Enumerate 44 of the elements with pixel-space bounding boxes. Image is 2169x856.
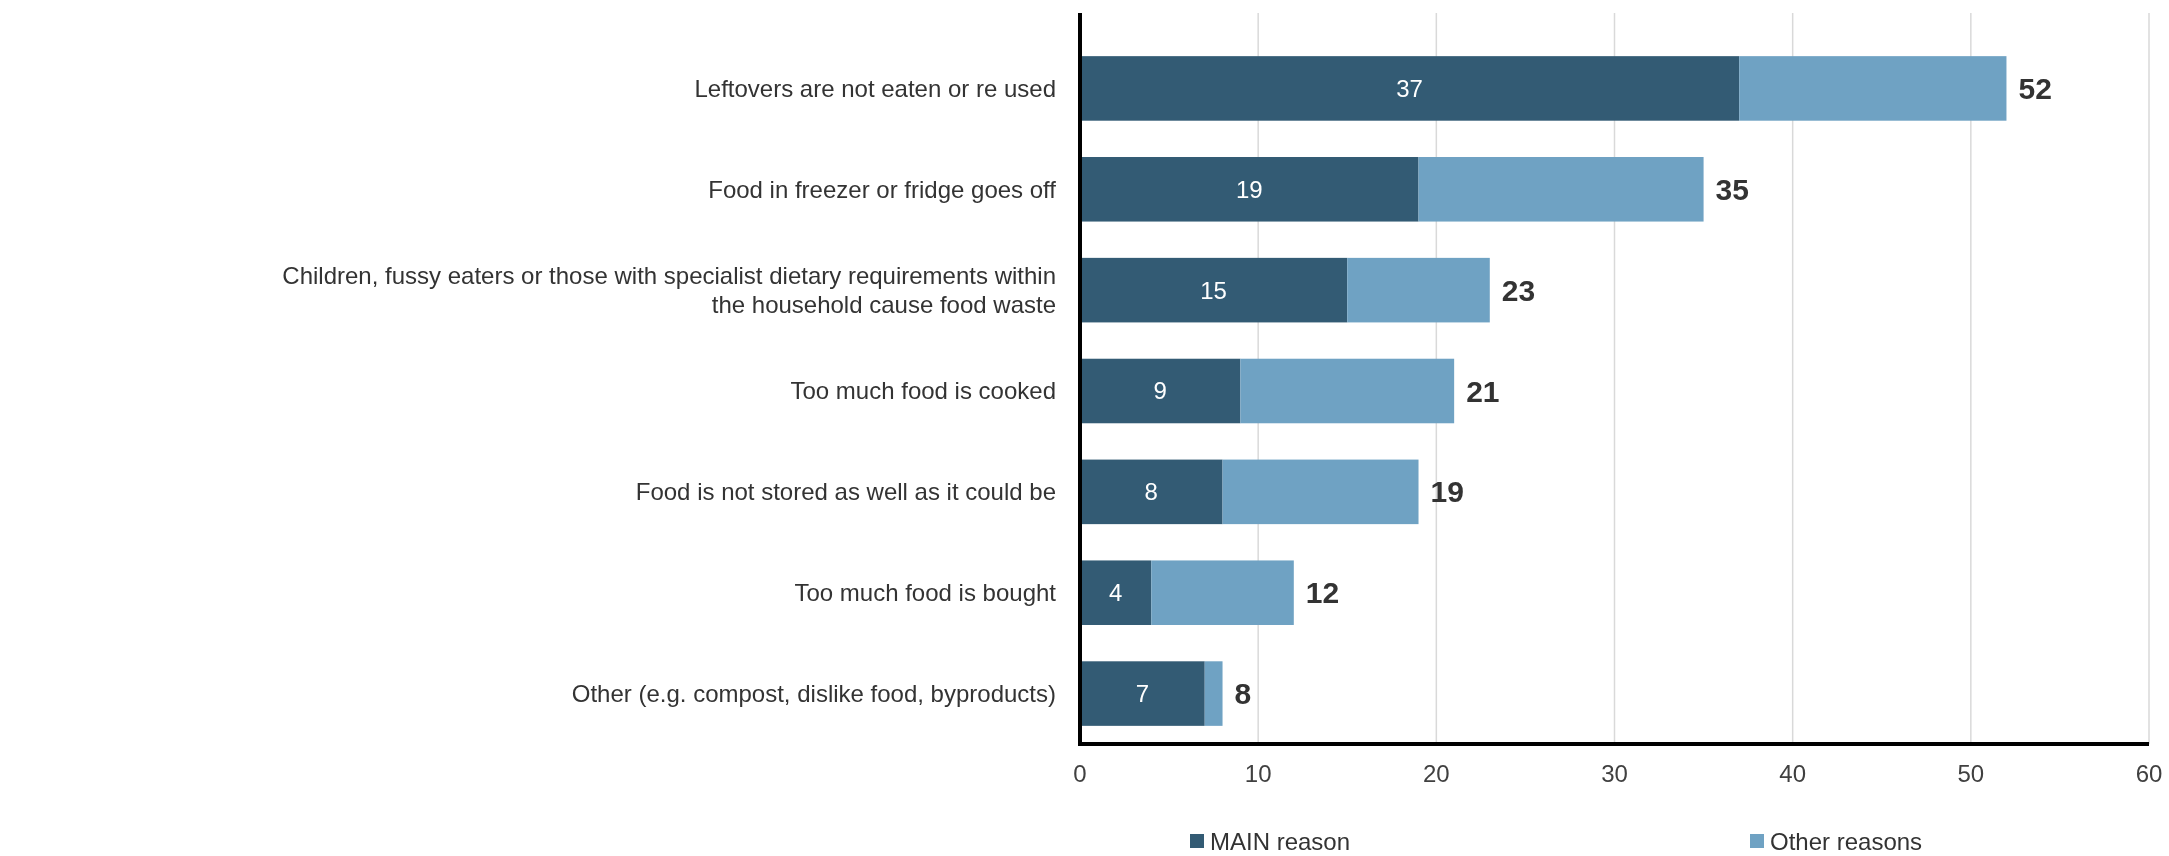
y-tick-label: Children, fussy eaters or those with specialist dietary requirements within the household cause food waste <box>282 262 1056 318</box>
legend-label: Other reasons <box>1770 828 1923 856</box>
x-tick-label: 20 <box>1422 760 1450 787</box>
total-label: 19 <box>1430 475 1464 509</box>
x-tick-label: 30 <box>1601 760 1628 787</box>
data-label: 37 <box>1396 74 1423 102</box>
total-label: 21 <box>1466 374 1500 408</box>
data-label: 7 <box>1135 679 1150 707</box>
data-label: 19 <box>1235 175 1263 203</box>
data-label: 4 <box>1108 579 1123 607</box>
y-tick-label: Too much food is cooked <box>790 377 1056 405</box>
bar <box>1739 56 2007 121</box>
total-label: 23 <box>1501 273 1536 307</box>
bar <box>1222 459 1419 525</box>
data-label: 9 <box>1153 377 1167 405</box>
total-label: 8 <box>1234 677 1252 711</box>
y-tick-label: Food in freezer or fridge goes off <box>708 175 1057 203</box>
bar <box>1080 358 1241 424</box>
x-tick-label: 50 <box>1957 760 1985 787</box>
y-tick-label: Other (e.g. compost, dislike food, byproducts) <box>571 679 1056 707</box>
bar <box>1151 560 1294 625</box>
y-tick-label: Leftovers are not eaten or re used <box>694 74 1056 102</box>
total-label: 35 <box>1715 172 1749 206</box>
bar <box>1240 358 1455 424</box>
bar <box>1080 157 1419 222</box>
x-tick-label: 10 <box>1244 760 1272 787</box>
bar <box>1418 157 1704 222</box>
total-label: 52 <box>2018 71 2052 105</box>
bar <box>1080 257 1348 323</box>
data-label: 15 <box>1200 276 1227 304</box>
legend-label: MAIN reason <box>1210 828 1351 856</box>
bar <box>1080 56 1740 121</box>
bar <box>1080 661 1205 726</box>
data-label: 8 <box>1144 478 1158 506</box>
bar <box>1080 560 1152 625</box>
y-tick-label: Food is not stored as well as it could be <box>635 478 1056 506</box>
bar <box>1204 661 1223 726</box>
total-label: 12 <box>1305 576 1340 610</box>
x-tick-label: 60 <box>2135 760 2163 787</box>
x-tick-label: 0 <box>1073 760 1087 787</box>
bar <box>1347 257 1490 323</box>
x-tick-label: 40 <box>1779 760 1807 787</box>
y-tick-label: Too much food is bought <box>794 579 1057 607</box>
bar <box>1080 459 1223 525</box>
